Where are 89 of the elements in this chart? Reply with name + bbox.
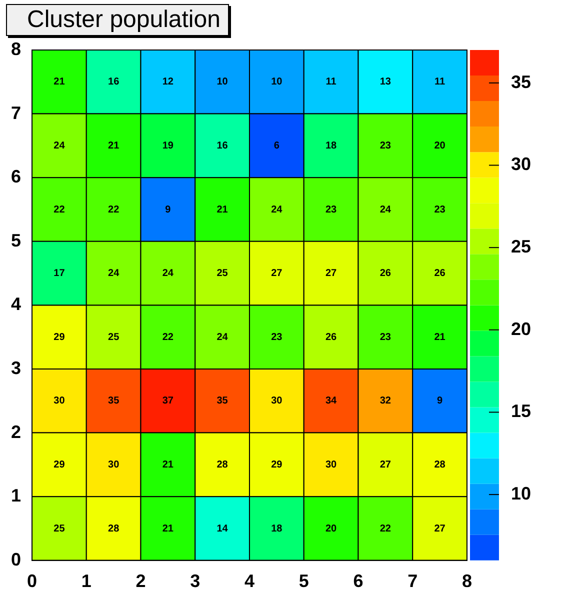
data-label: 18 — [271, 523, 283, 534]
x-tick-label: 4 — [244, 571, 254, 592]
data-label: 24 — [271, 204, 283, 216]
data-label: 35 — [108, 396, 120, 407]
x-tick-label: 3 — [190, 571, 200, 592]
data-label: 12 — [162, 76, 174, 88]
data-label: 29 — [271, 459, 283, 470]
color-bar-label: 10 — [510, 484, 532, 504]
data-label: 23 — [325, 204, 338, 216]
data-label: 11 — [434, 76, 446, 88]
x-tick-label: 8 — [462, 571, 472, 592]
color-bar-label: 20 — [510, 318, 532, 339]
data-label: 26 — [325, 332, 338, 343]
data-label: 21 — [54, 76, 66, 88]
data-label: 28 — [434, 459, 446, 470]
data-label: 9 — [437, 396, 444, 407]
data-label: 35 — [216, 396, 228, 407]
color-bar-label: 30 — [510, 154, 532, 174]
data-label: 32 — [380, 396, 392, 407]
data-label: 19 — [162, 140, 174, 152]
data-label: 23 — [380, 332, 392, 343]
data-label: 30 — [54, 396, 66, 407]
data-label: 14 — [216, 523, 228, 534]
data-label: 16 — [216, 140, 228, 152]
x-tick-label: 0 — [27, 571, 38, 592]
data-label: 26 — [380, 268, 392, 280]
data-label: 24 — [108, 268, 120, 280]
x-tick-label: 2 — [136, 571, 146, 592]
y-tick-label: 1 — [10, 486, 22, 506]
data-label: 21 — [162, 459, 174, 470]
x-tick-label: 1 — [81, 571, 92, 592]
data-label: 22 — [162, 332, 174, 343]
data-label: 27 — [325, 268, 338, 280]
data-label: 24 — [380, 204, 392, 216]
data-label: 29 — [54, 332, 66, 343]
data-label: 10 — [271, 76, 283, 88]
color-bar-label: 15 — [510, 401, 532, 422]
y-tick-label: 7 — [10, 102, 22, 123]
data-label: 28 — [216, 459, 228, 470]
data-label: 17 — [54, 268, 66, 280]
data-label: 25 — [216, 268, 228, 280]
data-label: 23 — [271, 332, 283, 343]
data-label: 28 — [108, 523, 120, 534]
data-label: 21 — [108, 140, 120, 152]
y-tick-label: 2 — [10, 422, 22, 442]
data-label: 24 — [54, 140, 66, 152]
data-label: 29 — [54, 459, 66, 470]
data-label: 27 — [380, 459, 392, 470]
data-label: 22 — [54, 204, 66, 216]
x-tick-label: 6 — [353, 571, 364, 592]
color-bar-label: 25 — [510, 236, 532, 257]
color-bar-label: 35 — [510, 72, 532, 92]
data-label: 25 — [108, 332, 120, 343]
data-label: 23 — [434, 204, 446, 216]
data-label: 27 — [434, 523, 446, 534]
data-label: 37 — [162, 396, 174, 407]
data-label: 30 — [325, 459, 338, 470]
data-label: 22 — [108, 204, 120, 216]
data-label: 30 — [271, 396, 283, 407]
data-label: 26 — [434, 268, 446, 280]
y-tick-label: 5 — [10, 230, 22, 250]
y-tick-label: 6 — [10, 166, 22, 187]
y-tick-label: 0 — [10, 549, 22, 570]
data-label: 20 — [325, 523, 338, 534]
data-label: 24 — [216, 332, 228, 343]
data-label: 22 — [380, 523, 392, 534]
data-label: 25 — [54, 523, 66, 534]
y-tick-label: 8 — [10, 38, 22, 59]
data-label: 21 — [434, 332, 446, 343]
data-label: 30 — [108, 459, 120, 470]
y-tick-label: 3 — [10, 358, 22, 378]
data-label: 24 — [162, 268, 174, 280]
chart-title: Cluster population — [6, 4, 230, 36]
x-tick-label: 5 — [298, 571, 309, 592]
data-label: 21 — [162, 523, 174, 534]
data-label: 10 — [216, 76, 228, 88]
data-label: 18 — [325, 140, 338, 152]
data-label: 6 — [274, 140, 280, 152]
data-label: 27 — [271, 268, 283, 280]
data-label: 34 — [325, 396, 338, 407]
data-label: 9 — [165, 204, 172, 216]
y-tick-label: 4 — [10, 294, 22, 314]
data-label: 23 — [380, 140, 392, 152]
data-label: 13 — [380, 76, 392, 88]
data-label: 21 — [216, 204, 228, 216]
data-label: 16 — [108, 76, 120, 88]
data-label: 11 — [326, 76, 337, 88]
data-label: 20 — [434, 140, 446, 152]
x-tick-label: 7 — [408, 571, 418, 592]
